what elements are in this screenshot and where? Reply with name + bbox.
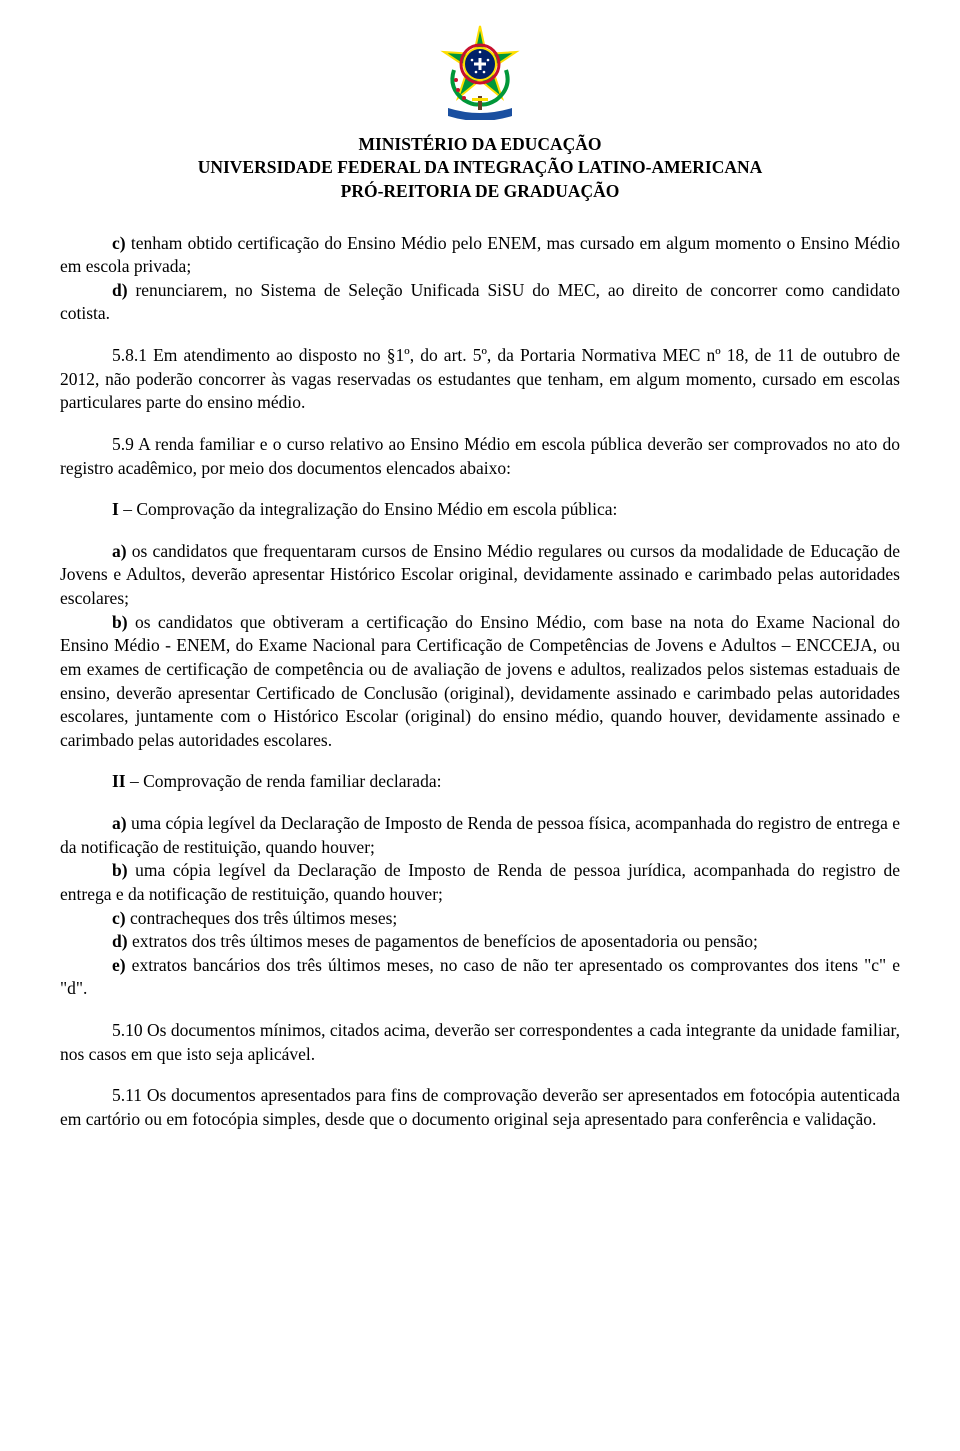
II-item-c-label: c) — [112, 908, 126, 928]
II-item-e-text: extratos bancários dos três últimos mese… — [60, 955, 900, 999]
II-item-d-text: extratos dos três últimos meses de pagam… — [128, 931, 758, 951]
paragraph-5-10: 5.10 Os documentos mínimos, citados acim… — [60, 1019, 900, 1066]
item-c-label: c) — [112, 233, 126, 253]
paragraph-5-9-text: 5.9 A renda familiar e o curso relativo … — [60, 434, 900, 478]
II-item-a-label: a) — [112, 813, 127, 833]
I-item-b-text: os candidatos que obtiveram a certificaç… — [60, 612, 900, 750]
paragraph-5-10-text: 5.10 Os documentos mínimos, citados acim… — [60, 1020, 900, 1064]
paragraph-II: II – Comprovação de renda familiar decla… — [60, 770, 900, 794]
header-line-1: MINISTÉRIO DA EDUCAÇÃO — [60, 133, 900, 157]
roman-I-label: I — [112, 499, 119, 519]
II-item-c-text: contracheques dos três últimos meses; — [126, 908, 398, 928]
paragraph-5-11-text: 5.11 Os documentos apresentados para fin… — [60, 1085, 900, 1129]
roman-I-text: – Comprovação da integralização do Ensin… — [119, 499, 618, 519]
I-item-a-label: a) — [112, 541, 127, 561]
roman-II-label: II — [112, 771, 126, 791]
emblem-container — [60, 20, 900, 127]
brazil-coat-of-arms-icon — [434, 20, 526, 120]
paragraph-II-items: a) uma cópia legível da Declaração de Im… — [60, 812, 900, 1001]
paragraph-5-8-1: 5.8.1 Em atendimento ao disposto no §1º,… — [60, 344, 900, 415]
header-line-2: UNIVERSIDADE FEDERAL DA INTEGRAÇÃO LATIN… — [60, 156, 900, 180]
item-d-text: renunciarem, no Sistema de Seleção Unifi… — [60, 280, 900, 324]
paragraph-5-9: 5.9 A renda familiar e o curso relativo … — [60, 433, 900, 480]
roman-II-text: – Comprovação de renda familiar declarad… — [126, 771, 442, 791]
header-line-3: PRÓ-REITORIA DE GRADUAÇÃO — [60, 180, 900, 204]
II-item-d-label: d) — [112, 931, 128, 951]
II-item-b-label: b) — [112, 860, 128, 880]
II-item-a-text: uma cópia legível da Declaração de Impos… — [60, 813, 900, 857]
item-c-text: tenham obtido certificação do Ensino Méd… — [60, 233, 900, 277]
I-item-a-text: os candidatos que frequentaram cursos de… — [60, 541, 900, 608]
document-header: MINISTÉRIO DA EDUCAÇÃO UNIVERSIDADE FEDE… — [60, 133, 900, 204]
item-d-label: d) — [112, 280, 128, 300]
II-item-e-label: e) — [112, 955, 126, 975]
I-item-b-label: b) — [112, 612, 128, 632]
paragraph-item-c-d: c) tenham obtido certificação do Ensino … — [60, 232, 900, 327]
paragraph-I-items: a) os candidatos que frequentaram cursos… — [60, 540, 900, 753]
paragraph-I: I – Comprovação da integralização do Ens… — [60, 498, 900, 522]
paragraph-5-8-1-text: 5.8.1 Em atendimento ao disposto no §1º,… — [60, 345, 900, 412]
paragraph-5-11: 5.11 Os documentos apresentados para fin… — [60, 1084, 900, 1131]
II-item-b-text: uma cópia legível da Declaração de Impos… — [60, 860, 900, 904]
